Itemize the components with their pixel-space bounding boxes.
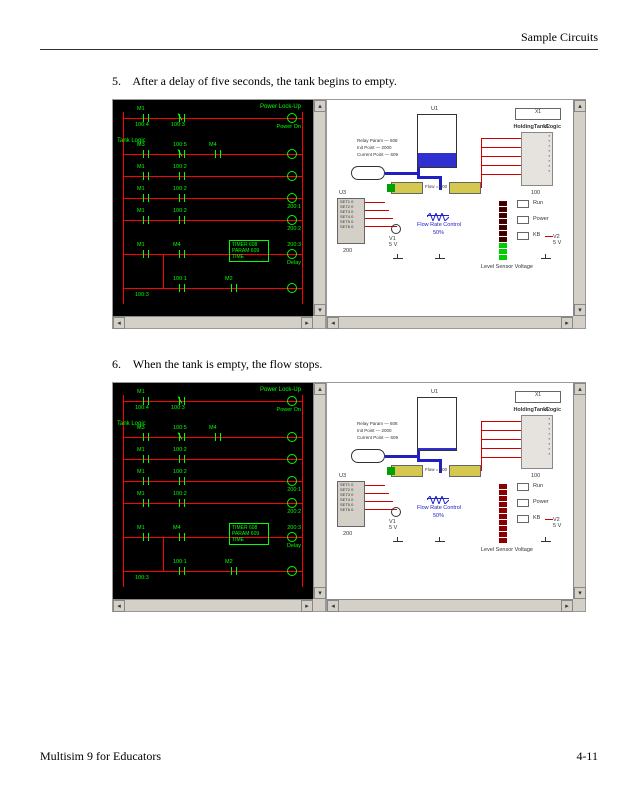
scrollbar-horizontal[interactable]: ◂ ▸ — [327, 316, 573, 328]
level-sensor-label: Level Sensor Voltage — [481, 264, 533, 270]
valve-block — [391, 465, 423, 477]
ground-icon — [541, 254, 551, 264]
logic-block-label: HoldingTankLogic — [513, 124, 561, 130]
level-sensor-label: Level Sensor Voltage — [481, 547, 533, 553]
scroll-right-icon[interactable]: ▸ — [301, 317, 313, 329]
ground-icon — [435, 537, 445, 547]
tank — [417, 114, 457, 168]
flow-block — [449, 465, 481, 477]
scrollbar-horizontal[interactable]: ◂ ▸ — [327, 599, 573, 611]
scroll-left-icon[interactable]: ◂ — [327, 600, 339, 612]
ladder-title: Power Lock-Up — [260, 104, 301, 110]
title-block: X1 — [515, 391, 561, 403]
scrollbar-vertical[interactable]: ▴ ▾ — [313, 383, 325, 599]
scroll-right-icon[interactable]: ▸ — [301, 600, 313, 612]
scrollbar-corner — [313, 599, 325, 611]
v1-source: V15 V — [389, 236, 397, 248]
flow-rate-label: Flow Rate Control — [417, 505, 461, 511]
plc-block: ▪▪▪▪▪▪▪▪ — [521, 415, 553, 469]
level-bargraph — [499, 200, 507, 260]
io-block: SET1 0SET2 0SET3 0SET4 0SET5 0SET6 0 — [337, 198, 365, 244]
ground-icon — [435, 254, 445, 264]
step-text: When the tank is empty, the flow stops. — [133, 357, 323, 371]
scroll-right-icon[interactable]: ▸ — [561, 317, 573, 329]
scroll-left-icon[interactable]: ◂ — [113, 600, 125, 612]
ground-icon — [393, 537, 403, 547]
scroll-down-icon[interactable]: ▾ — [314, 587, 326, 599]
step-5: 5. After a delay of five seconds, the ta… — [112, 74, 598, 89]
scroll-down-icon[interactable]: ▾ — [574, 304, 586, 316]
step-6: 6. When the tank is empty, the flow stop… — [112, 357, 598, 372]
io-block: SET1 0SET2 0SET3 0SET4 0SET5 0SET6 0 — [337, 481, 365, 527]
ladder-diagram: Power Lock-UpTank LogicM1Power On100:410… — [119, 104, 307, 310]
diagram-row-1: Power Lock-UpTank LogicM1Power On100:410… — [112, 99, 598, 329]
scroll-up-icon[interactable]: ▴ — [574, 383, 586, 395]
ladder-diagram: Power Lock-UpTank LogicM1Power On100:410… — [119, 387, 307, 593]
step-text: After a delay of five seconds, the tank … — [132, 74, 396, 88]
flow-block — [449, 182, 481, 194]
footer-right: 4-11 — [576, 749, 598, 764]
ground-icon — [393, 254, 403, 264]
ladder-panel: Power Lock-UpTank LogicM1Power On100:410… — [112, 99, 326, 329]
schematic-diagram: X1HoldingTankLogicU1Relay Param — 608Ini… — [331, 104, 567, 310]
level-bargraph — [499, 483, 507, 543]
footer-left: Multisim 9 for Educators — [40, 749, 161, 764]
scroll-down-icon[interactable]: ▾ — [574, 587, 586, 599]
step-number: 6. — [112, 357, 130, 372]
scrollbar-corner — [573, 599, 585, 611]
valve-block — [391, 182, 423, 194]
scroll-left-icon[interactable]: ◂ — [327, 317, 339, 329]
page-header: Sample Circuits — [40, 30, 598, 50]
scroll-right-icon[interactable]: ▸ — [561, 600, 573, 612]
schematic-panel: X1HoldingTankLogicU1Relay Param — 608Ini… — [326, 99, 586, 329]
v1-source: V15 V — [389, 519, 397, 531]
scrollbar-corner — [313, 316, 325, 328]
tank — [417, 397, 457, 451]
scrollbar-vertical[interactable]: ▴ ▾ — [313, 100, 325, 316]
ground-icon — [541, 537, 551, 547]
title-block: X1 — [515, 108, 561, 120]
scroll-down-icon[interactable]: ▾ — [314, 304, 326, 316]
v2-source: V25 V — [553, 517, 561, 529]
page-footer: Multisim 9 for Educators 4-11 — [40, 749, 598, 764]
schematic-panel: X1HoldingTankLogicU1Relay Param — 608Ini… — [326, 382, 586, 612]
ladder-title: Power Lock-Up — [260, 387, 301, 393]
schematic-diagram: X1HoldingTankLogicU1Relay Param — 608Ini… — [331, 387, 567, 593]
ladder-panel: Power Lock-UpTank LogicM1Power On100:410… — [112, 382, 326, 612]
scroll-up-icon[interactable]: ▴ — [574, 100, 586, 112]
scrollbar-vertical[interactable]: ▴ ▾ — [573, 100, 585, 316]
diagram-row-2: Power Lock-UpTank LogicM1Power On100:410… — [112, 382, 598, 612]
heat-exchanger-icon — [351, 166, 385, 180]
plc-block: ▪▪▪▪▪▪▪▪ — [521, 132, 553, 186]
scroll-left-icon[interactable]: ◂ — [113, 317, 125, 329]
step-number: 5. — [112, 74, 130, 89]
flow-rate-label: Flow Rate Control — [417, 222, 461, 228]
logic-block-label: HoldingTankLogic — [513, 407, 561, 413]
scrollbar-corner — [573, 316, 585, 328]
scroll-up-icon[interactable]: ▴ — [314, 383, 326, 395]
scrollbar-horizontal[interactable]: ◂ ▸ — [113, 599, 313, 611]
scrollbar-vertical[interactable]: ▴ ▾ — [573, 383, 585, 599]
scroll-up-icon[interactable]: ▴ — [314, 100, 326, 112]
v2-source: V25 V — [553, 234, 561, 246]
scrollbar-horizontal[interactable]: ◂ ▸ — [113, 316, 313, 328]
heat-exchanger-icon — [351, 449, 385, 463]
